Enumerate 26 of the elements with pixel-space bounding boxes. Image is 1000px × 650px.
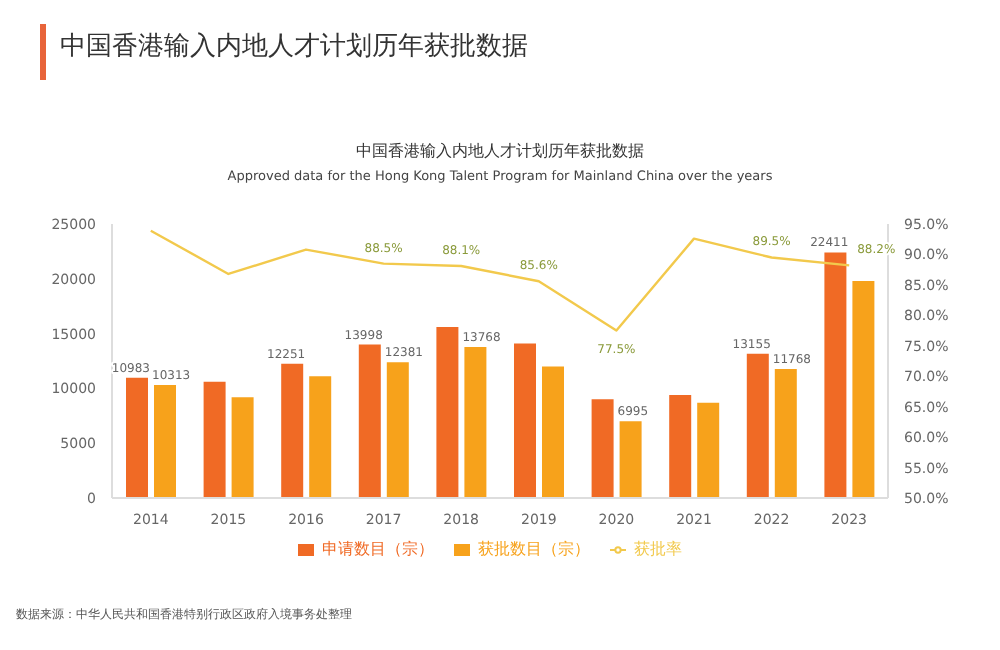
bar	[386, 362, 409, 498]
line-series	[149, 229, 851, 332]
bar	[514, 343, 536, 498]
text: 中国香港输入内地人才计划历年获批数据	[354, 140, 646, 162]
bar	[697, 402, 720, 498]
legend-label: 申请数目（宗）	[322, 540, 434, 558]
legend-label: 获批率	[634, 540, 682, 558]
bar	[231, 397, 254, 498]
bar	[669, 394, 692, 498]
bar	[126, 377, 148, 498]
legend-label: 获批数目（宗）	[478, 540, 590, 558]
bar	[436, 327, 459, 498]
bar	[746, 353, 769, 498]
bar	[309, 376, 332, 498]
bar	[619, 421, 642, 498]
chart-title: 中国香港输入内地人才计划历年获批数据	[60, 30, 528, 64]
bar	[591, 399, 614, 498]
bar	[824, 252, 847, 498]
bar	[774, 369, 797, 498]
bar	[358, 344, 381, 498]
bar	[852, 280, 875, 498]
bar	[464, 347, 487, 498]
bar	[154, 384, 176, 498]
bar	[281, 363, 304, 498]
bar	[203, 381, 226, 498]
bar	[542, 366, 564, 498]
